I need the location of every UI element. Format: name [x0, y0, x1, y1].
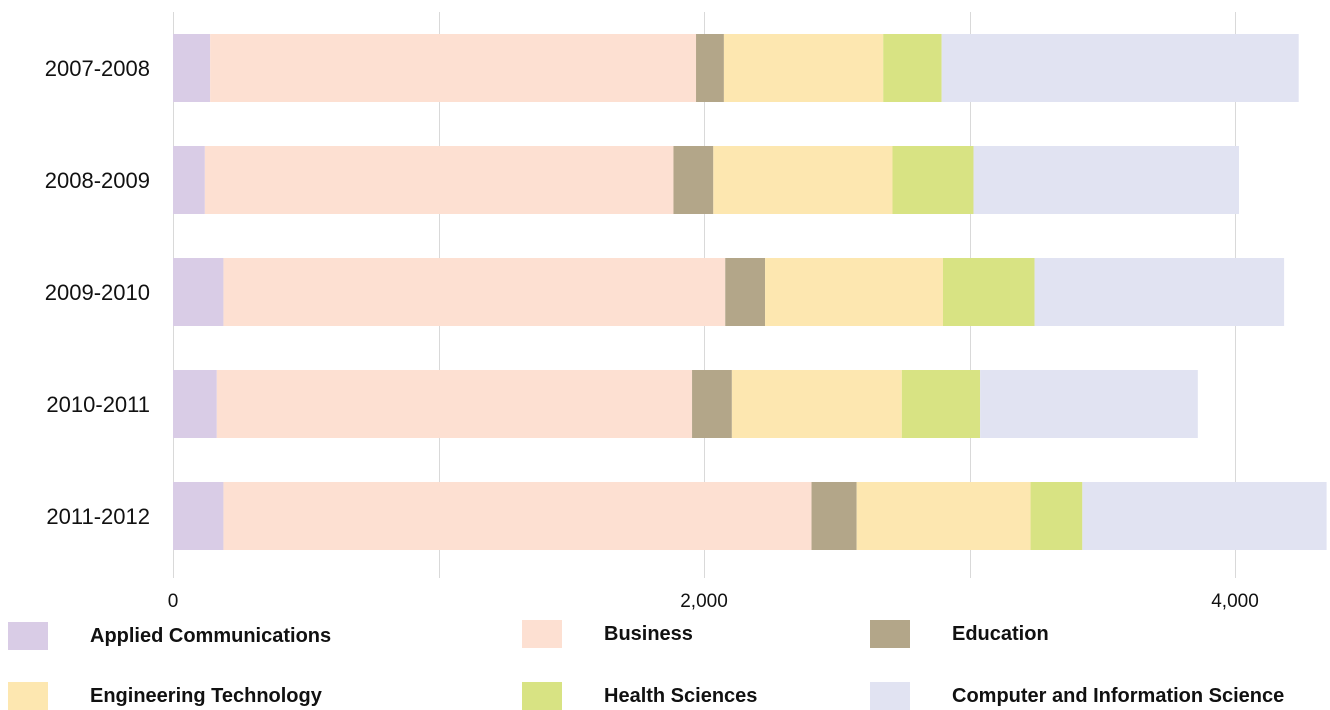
bar-segment — [216, 370, 693, 438]
bar-segment — [1034, 258, 1285, 326]
y-tick-label: 2009-2010 — [45, 280, 150, 305]
x-tick-label: 4,000 — [1211, 591, 1259, 612]
x-tick-label: 2,000 — [680, 591, 728, 612]
x-axis-ticks: 0 2,000 4,000 — [168, 591, 1259, 612]
bar-segment — [173, 482, 224, 550]
legend-swatch — [8, 682, 48, 710]
legend-item: Education — [870, 620, 1049, 648]
bar-segment — [892, 146, 974, 214]
legend-label: Education — [952, 622, 1049, 645]
bar-segment — [941, 34, 1299, 102]
bar-segment — [723, 34, 884, 102]
y-tick-label: 2011-2012 — [46, 504, 150, 529]
legend-swatch — [8, 622, 48, 650]
bar-segment — [696, 34, 724, 102]
legend-label: Applied Communications — [90, 624, 332, 647]
bar-segment — [173, 258, 224, 326]
bar-segment — [173, 370, 217, 438]
bar-segment — [692, 370, 732, 438]
bar-segment — [173, 146, 205, 214]
legend-swatch — [870, 682, 910, 710]
legend-item: Computer and Information Science — [870, 682, 1284, 710]
legend-item: Applied Communications — [8, 622, 331, 650]
x-tick-label: 0 — [168, 591, 179, 612]
bar-segment — [765, 258, 943, 326]
bar-segment — [811, 482, 857, 550]
bar-segment — [731, 370, 902, 438]
chart-svg: 2007-2008 2008-2009 2009-2010 2010-2011 2011… — [45, 12, 1327, 612]
legend-label: Business — [604, 622, 693, 645]
bar-segment — [883, 34, 942, 102]
bar-segment — [856, 482, 1031, 550]
legend-label: Engineering Technology — [90, 684, 322, 707]
bar-segment — [901, 370, 981, 438]
legend-swatch — [522, 620, 562, 648]
legend-item: Health Sciences — [522, 682, 757, 710]
legend-item: Engineering Technology — [8, 682, 322, 710]
bar-segment — [173, 34, 211, 102]
y-tick-label: 2008-2009 — [45, 168, 150, 193]
bar-segment — [980, 370, 1198, 438]
legend-item: Business — [522, 620, 693, 648]
bar-segment — [223, 482, 812, 550]
y-axis-labels: 2007-2008 2008-2009 2009-2010 2010-2011 2011… — [45, 56, 150, 529]
legend-label: Computer and Information Science — [952, 684, 1285, 707]
bar-segment — [223, 258, 726, 326]
bar-segment — [1030, 482, 1083, 550]
bar-segment — [713, 146, 893, 214]
bar-segment — [1082, 482, 1327, 550]
bars — [173, 34, 1327, 550]
y-tick-label: 2010-2011 — [46, 392, 150, 417]
legend-swatch — [522, 682, 562, 710]
y-tick-label: 2007-2008 — [45, 56, 150, 81]
legend-swatch — [870, 620, 910, 648]
bar-segment — [210, 34, 697, 102]
legend-label: Health Sciences — [604, 684, 758, 707]
bar-segment — [204, 146, 674, 214]
bar-segment — [725, 258, 766, 326]
bar-segment — [942, 258, 1035, 326]
bar-segment — [673, 146, 714, 214]
bar-segment — [973, 146, 1239, 214]
